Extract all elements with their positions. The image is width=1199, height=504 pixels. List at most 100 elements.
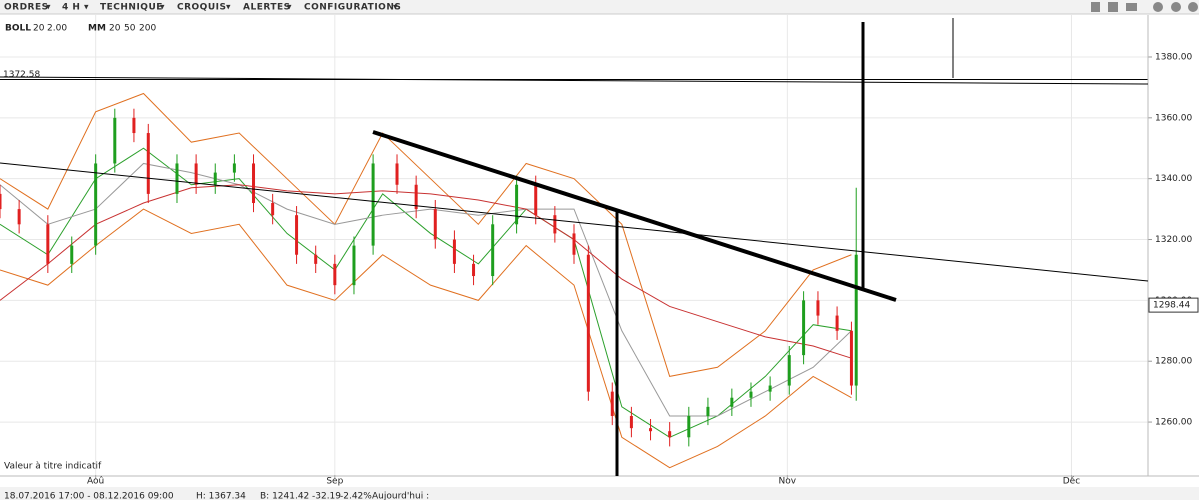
candle-body [295, 215, 299, 255]
x-tick-label: Déc [1063, 476, 1080, 487]
candle-body [146, 133, 150, 194]
x-tick-label: Aoû [87, 477, 104, 487]
indicator-line [0, 208, 852, 469]
candle-body [213, 172, 217, 185]
candle-body [395, 163, 399, 185]
menu-item[interactable]: 4 H [62, 3, 80, 13]
legend-param: 50 [124, 24, 136, 34]
candle-body [271, 203, 275, 216]
icon[interactable] [1171, 2, 1181, 12]
candle-body [610, 391, 614, 416]
legend-param: 2.00 [47, 24, 67, 34]
status-bar [0, 487, 1199, 500]
drawings [0, 18, 1149, 476]
legend-label: BOLL [5, 24, 31, 34]
candle-body [452, 239, 456, 264]
status-change-pct: -2.42% [340, 492, 372, 501]
y-tick-label: 1340.00 [1155, 174, 1192, 184]
indicator-line [0, 92, 852, 378]
status-high: H: 1367.34 [196, 492, 246, 501]
y-tick-label: 1260.00 [1155, 418, 1192, 428]
menu-arrow: ▾ [393, 3, 398, 13]
x-tick-label: Sep [326, 477, 343, 487]
note: Valeur à titre indicatif [4, 462, 102, 472]
candle-body [787, 355, 791, 386]
legend-param: 20 [109, 24, 121, 34]
indicator-line [0, 184, 852, 359]
toolbar-bg [0, 0, 1199, 14]
price-box [1148, 297, 1199, 313]
level-label: 1372.58 [3, 70, 40, 80]
legend-param: 200 [139, 24, 156, 34]
legend-label: MM [88, 24, 106, 34]
menu-arrow: ▾ [226, 3, 231, 13]
candle-body [414, 184, 418, 210]
candle-body [70, 245, 74, 264]
candle-body [132, 117, 136, 134]
candle-body [352, 245, 356, 286]
candle-body [515, 184, 519, 225]
candle-body [849, 330, 853, 386]
price-label: 1298.44 [1153, 301, 1190, 311]
menu-item[interactable]: ALERTES [243, 3, 291, 13]
candle-body [491, 224, 495, 277]
candle-body [175, 163, 179, 194]
candle-body [706, 406, 710, 416]
status-low: B: 1241.42 [260, 492, 309, 501]
candle-body [17, 209, 21, 225]
menu-arrow: ▾ [160, 3, 165, 13]
candle-body [629, 415, 633, 429]
candle-body [232, 163, 236, 173]
icon[interactable] [1108, 2, 1118, 12]
indicator-line [0, 147, 852, 438]
candle-body [194, 163, 198, 185]
plot: 1372.58 [0, 15, 1152, 479]
trendline [0, 76, 1149, 85]
menu-item[interactable]: TECHNIQUE [100, 3, 163, 13]
trendline [0, 162, 1149, 282]
menu-item[interactable]: ORDRES [4, 3, 49, 13]
candle-body [816, 300, 820, 316]
candle-body [534, 184, 538, 216]
candle-body [668, 431, 672, 438]
icon[interactable] [1091, 2, 1100, 12]
y-tick-label: 1280.00 [1155, 357, 1192, 367]
toolbar: ORDRES ▾ 4 H ▾ TECHNIQUE ▾ CROQUIS ▾ ALE… [4, 3, 401, 13]
candle-body [586, 254, 590, 392]
trendline [372, 130, 897, 302]
toolbar-icons [1091, 2, 1198, 12]
candle-body [433, 209, 437, 240]
candle-body [749, 391, 753, 398]
status-range: 18.07.2016 17:00 - 08.12.2016 09:00 [4, 492, 174, 501]
icon[interactable] [1153, 2, 1163, 12]
candle-body [472, 263, 476, 277]
menu-arrow: ▾ [287, 3, 292, 13]
candle-body [46, 224, 50, 264]
y-tick-label: 1380.00 [1155, 52, 1192, 62]
status-today: Aujourd'hui : [372, 492, 429, 501]
candle-body [768, 385, 772, 392]
menu-arrow: ▾ [46, 3, 51, 13]
candle-body [649, 428, 653, 432]
candle-body [333, 263, 337, 286]
candle-body [113, 117, 117, 164]
candle-body [0, 193, 2, 210]
candle-body [802, 300, 806, 356]
candle-body [314, 254, 318, 264]
menu-item[interactable]: CONFIGURATIONS [304, 3, 401, 13]
candle-body [687, 415, 691, 438]
candle-body [572, 233, 576, 255]
y-tick-label: 1320.00 [1155, 235, 1192, 245]
candle-body [835, 315, 839, 331]
x-tick-label: Nov [779, 477, 797, 487]
icon[interactable] [1188, 2, 1198, 12]
candle-body [252, 163, 256, 204]
candle-body [854, 254, 858, 386]
icon[interactable] [1126, 3, 1137, 11]
status-change: -32.19 [312, 492, 341, 501]
candle-body [371, 163, 375, 246]
menu-item[interactable]: CROQUIS [177, 3, 226, 13]
candle-body [94, 163, 98, 246]
